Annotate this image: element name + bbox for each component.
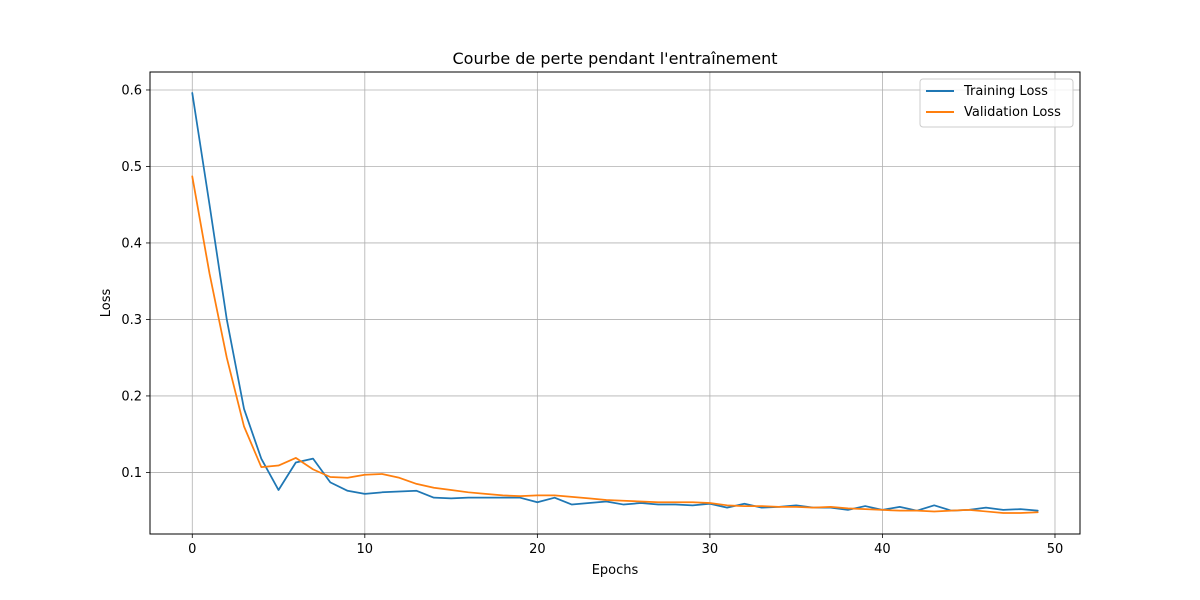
x-tick-label: 30: [702, 542, 719, 557]
y-axis-label: Loss: [99, 289, 114, 318]
x-tick-label: 50: [1047, 542, 1064, 557]
legend-label-training: Training Loss: [963, 84, 1048, 99]
y-tick-label: 0.5: [121, 160, 142, 175]
y-tick-label: 0.4: [121, 236, 142, 251]
legend-label-validation: Validation Loss: [964, 105, 1061, 120]
x-axis-label: Epochs: [592, 563, 639, 578]
legend: Training Loss Validation Loss: [920, 79, 1073, 127]
y-tick-label: 0.1: [121, 466, 142, 481]
x-tick-label: 20: [529, 542, 546, 557]
x-tick-label: 10: [357, 542, 374, 557]
y-tick-label: 0.6: [121, 83, 142, 98]
chart-title: Courbe de perte pendant l'entraînement: [453, 49, 778, 68]
x-tick-label: 40: [874, 542, 891, 557]
y-tick-label: 0.2: [121, 389, 142, 404]
y-tick-label: 0.3: [121, 313, 142, 328]
x-tick-label: 0: [188, 542, 196, 557]
